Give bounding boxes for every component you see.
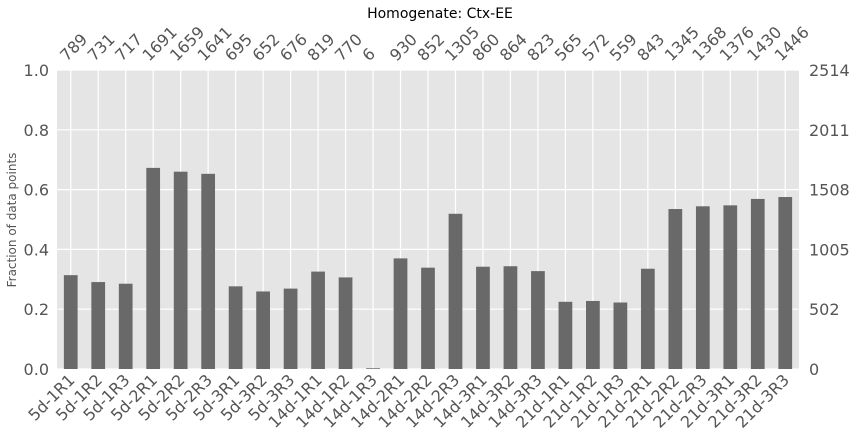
right-tick-label: 1005	[809, 240, 850, 259]
bar	[668, 209, 683, 369]
count-label: 852	[413, 30, 448, 65]
chart-title: Homogenate: Ctx-EE	[367, 6, 513, 22]
bar	[146, 167, 161, 369]
bar	[173, 171, 188, 369]
bar	[118, 283, 133, 369]
bar	[91, 282, 106, 369]
bar	[421, 267, 435, 369]
bar	[393, 258, 408, 369]
count-label: 823	[523, 30, 558, 65]
bar	[201, 173, 216, 369]
bar	[228, 286, 243, 369]
bar	[311, 271, 325, 369]
bar	[338, 277, 353, 369]
bar	[558, 301, 573, 369]
count-label: 819	[303, 30, 338, 65]
bar	[63, 275, 78, 369]
y-tick-label: 0.6	[24, 181, 49, 200]
count-label: 6	[358, 44, 379, 65]
count-label: 930	[386, 30, 421, 65]
bar	[586, 300, 600, 369]
left-axis-ticks: 0.0 0.2 0.4 0.6 0.8 1.0	[24, 61, 49, 379]
bar	[531, 271, 545, 369]
count-label: 652	[249, 30, 284, 65]
count-label: 864	[496, 30, 531, 65]
count-label: 770	[331, 30, 366, 65]
right-axis-ticks: 0 502 1005 1508 2011 2514	[809, 61, 850, 379]
bar	[695, 206, 710, 369]
bar	[503, 266, 518, 369]
bar	[476, 266, 490, 369]
bars	[63, 167, 793, 369]
bar	[750, 198, 765, 369]
count-label: 843	[633, 30, 668, 65]
bar	[613, 302, 628, 369]
bar	[640, 268, 655, 369]
bar	[366, 368, 380, 369]
right-tick-label: 0	[809, 360, 819, 379]
x-axis-tick-labels: 5d-1R15d-1R25d-1R35d-2R15d-2R25d-2R35d-3…	[24, 370, 793, 431]
y-tick-label: 0.0	[24, 360, 49, 379]
count-label: 789	[56, 30, 91, 65]
bar	[283, 288, 298, 369]
y-tick-label: 0.2	[24, 300, 49, 319]
y-tick-label: 0.4	[24, 240, 49, 259]
y-tick-label: 0.8	[24, 121, 49, 140]
right-tick-label: 2011	[809, 121, 850, 140]
count-label: 572	[578, 30, 613, 65]
bar	[778, 197, 793, 369]
right-tick-label: 2514	[809, 61, 850, 80]
y-axis-label: Fraction of data points	[5, 153, 19, 288]
bar	[256, 291, 270, 369]
count-label: 565	[551, 30, 586, 65]
count-label: 676	[276, 30, 311, 65]
bar	[448, 213, 463, 369]
bar	[723, 205, 738, 369]
y-tick-label: 1.0	[24, 61, 49, 80]
count-label: 731	[84, 30, 119, 65]
count-label: 559	[606, 30, 641, 65]
right-tick-label: 1508	[809, 181, 850, 200]
right-tick-label: 502	[809, 300, 840, 319]
count-label: 717	[111, 30, 146, 65]
